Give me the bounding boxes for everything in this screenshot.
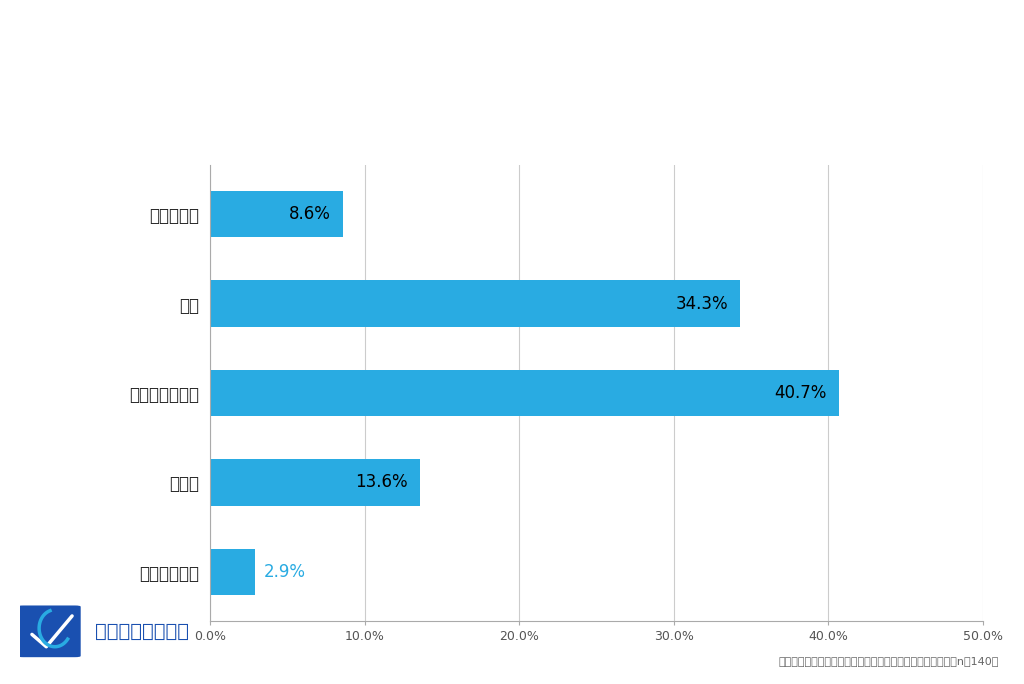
Bar xyxy=(210,369,840,417)
FancyBboxPatch shape xyxy=(17,605,81,657)
Text: 8.6%: 8.6% xyxy=(289,205,331,223)
Text: 高校３年生の子どもが塔または予備校に通っていた保護者（n＝140）: 高校３年生の子どもが塔または予備校に通っていた保護者（n＝140） xyxy=(778,655,998,666)
Bar xyxy=(210,280,740,327)
Text: 現在通っている塔や予備校のサービスに対する: 現在通っている塔や予備校のサービスに対する xyxy=(138,34,435,57)
Text: 2.9%: 2.9% xyxy=(264,563,306,581)
Text: 13.6%: 13.6% xyxy=(355,473,408,491)
Text: Q3: Q3 xyxy=(25,46,88,88)
Bar xyxy=(210,191,343,237)
Text: 34.3%: 34.3% xyxy=(675,295,728,313)
Text: じゅけラボ予備校: じゅけラボ予備校 xyxy=(95,622,189,641)
Text: 40.7%: 40.7% xyxy=(774,384,826,402)
Bar xyxy=(210,549,255,595)
Bar xyxy=(210,459,420,505)
Text: 費用の満足度を教えてください。: 費用の満足度を教えてください。 xyxy=(138,84,350,108)
